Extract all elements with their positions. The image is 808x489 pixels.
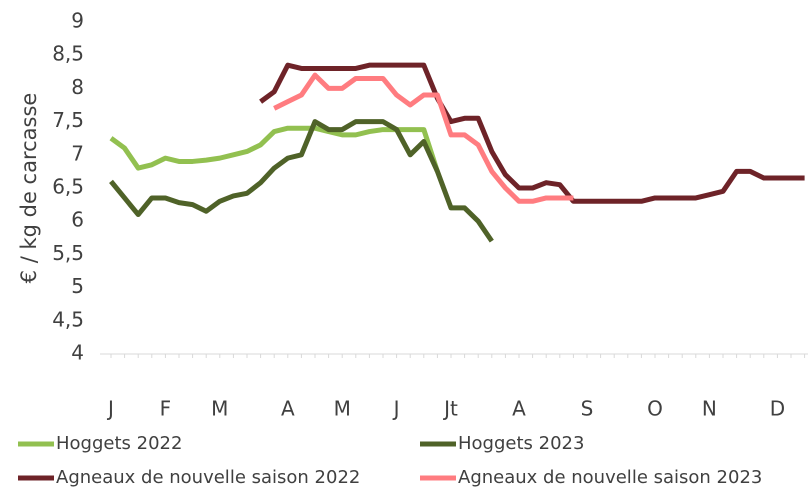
legend-label: Agneaux de nouvelle saison 2023 [458, 467, 762, 488]
y-tick-label: 5 [71, 274, 84, 298]
y-tick-label: 4 [71, 341, 84, 365]
x-tick-label: M [334, 397, 351, 421]
y-tick-label: 5,5 [52, 241, 84, 265]
x-tick-label: Jt [442, 397, 458, 421]
y-tick-label: 8,5 [52, 42, 84, 66]
x-tick-label: M [211, 397, 228, 421]
x-tick-label: O [647, 397, 663, 421]
y-tick-label: 6 [71, 208, 84, 232]
x-tick-label: A [512, 397, 526, 421]
legend-label: Hoggets 2022 [56, 433, 182, 454]
y-tick-label: 7,5 [52, 108, 84, 132]
x-tick-label: J [106, 397, 114, 421]
series-line [259, 62, 805, 204]
x-tick-label: A [281, 397, 295, 421]
series-line [273, 72, 574, 204]
y-tick-label: 4,5 [52, 307, 84, 331]
x-tick-label: D [770, 397, 785, 421]
x-tick-label: N [702, 397, 717, 421]
y-axis-label: € / kg de carcasse [17, 93, 41, 284]
y-tick-label: 8 [71, 75, 84, 99]
y-tick-label: 7 [71, 141, 84, 165]
x-tick-label: S [581, 397, 594, 421]
series-line [109, 125, 440, 173]
x-tick-label: F [160, 397, 172, 421]
y-tick-label: 6,5 [52, 175, 84, 199]
series-line [109, 119, 494, 243]
y-tick-label: 9 [71, 9, 84, 33]
legend-label: Hoggets 2023 [458, 433, 584, 454]
x-tick-label: J [392, 397, 400, 421]
legend-label: Agneaux de nouvelle saison 2022 [56, 467, 360, 488]
